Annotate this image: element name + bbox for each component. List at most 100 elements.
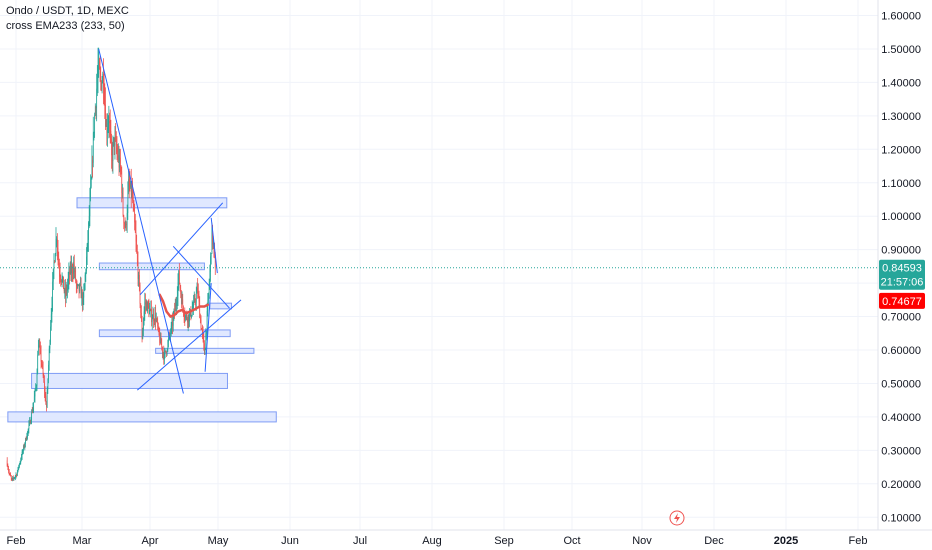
candle-body — [55, 238, 57, 254]
candle-body — [151, 319, 153, 322]
price-zone[interactable] — [98, 329, 231, 338]
candle-body — [153, 321, 155, 322]
candle-body — [7, 465, 9, 469]
candle-body — [163, 352, 165, 360]
candle-body — [53, 261, 55, 269]
candle-body — [112, 142, 114, 161]
candle-body — [8, 471, 10, 474]
candle-body — [122, 192, 124, 216]
candle-body — [92, 159, 93, 163]
candle-body — [159, 334, 161, 343]
candle-body — [54, 253, 56, 263]
trendline[interactable] — [98, 48, 184, 394]
candle-body — [43, 375, 45, 382]
candle-body — [137, 261, 139, 279]
candle-body — [180, 288, 182, 295]
candle-body — [6, 460, 8, 466]
candle-body — [50, 314, 52, 327]
candle-body — [116, 148, 118, 152]
y-tick-label: 1.60000 — [881, 11, 921, 23]
candle-body — [176, 302, 177, 306]
candle-body — [162, 346, 163, 353]
candle-body — [151, 309, 152, 322]
y-tick-label: 1.10000 — [881, 178, 921, 190]
candle-body — [76, 283, 78, 286]
x-tick-label: Mar — [73, 535, 92, 547]
candle-body — [51, 304, 53, 315]
candle-body — [14, 477, 15, 479]
candle-body — [169, 333, 171, 335]
trendline[interactable] — [136, 299, 242, 391]
candle-body — [93, 132, 95, 134]
candle-body — [127, 192, 129, 213]
trendline[interactable] — [210, 217, 218, 274]
candle-body — [132, 200, 134, 205]
candle-body — [36, 374, 38, 386]
candle-body — [39, 345, 41, 348]
candle-body — [29, 420, 30, 425]
candle-body — [48, 348, 50, 365]
candle-body — [128, 179, 129, 193]
candle-body — [124, 222, 125, 224]
price-zone[interactable] — [7, 411, 277, 423]
candle-body — [65, 288, 67, 298]
candle-body — [94, 107, 96, 116]
trendline[interactable] — [172, 245, 230, 309]
candle-body — [141, 312, 142, 322]
ema-value: 0.74677 — [882, 296, 922, 308]
price-zone[interactable] — [209, 302, 233, 310]
candle-body — [78, 284, 79, 286]
candle-body — [144, 301, 146, 312]
candle-body — [28, 424, 30, 430]
candle-body — [88, 222, 89, 240]
candle-body — [178, 270, 180, 283]
candle-body — [105, 104, 106, 127]
candle-body — [44, 381, 45, 392]
candle-body — [195, 293, 197, 303]
candle-body — [149, 310, 150, 315]
candle-body — [185, 315, 186, 318]
candle-body — [21, 451, 23, 458]
candle-body — [171, 321, 173, 326]
candle-body — [47, 379, 49, 390]
candle-body — [67, 284, 68, 291]
candle-body — [193, 301, 194, 308]
x-tick-label: 2025 — [774, 535, 798, 547]
candle-body — [101, 82, 103, 90]
candle-body — [172, 316, 174, 326]
y-tick-label: 0.70000 — [881, 312, 921, 324]
candle-body — [115, 138, 117, 149]
candle-body — [90, 186, 91, 199]
candle-body — [136, 251, 138, 262]
candle-body — [77, 284, 79, 286]
candle-body — [69, 271, 70, 274]
candle-body — [164, 350, 166, 353]
candle-body — [214, 254, 216, 268]
candle-body — [37, 354, 39, 375]
candle-body — [75, 270, 76, 282]
price-zone[interactable] — [31, 372, 228, 389]
candle-body — [190, 309, 192, 318]
candle-body — [172, 321, 173, 326]
candle-body — [82, 292, 83, 305]
candle-body — [65, 287, 66, 298]
y-tick-label: 1.30000 — [881, 111, 921, 123]
candle-body — [80, 283, 82, 299]
candle-body — [166, 351, 167, 353]
candle-body — [202, 332, 204, 337]
y-tick-label: 0.90000 — [881, 245, 921, 257]
trendline[interactable] — [204, 283, 212, 372]
candle-body — [26, 437, 28, 441]
event-flag-icon[interactable] — [669, 510, 685, 526]
candle-body — [174, 310, 175, 312]
price-zone[interactable] — [76, 197, 228, 209]
candle-body — [31, 411, 32, 421]
candle-body — [107, 123, 109, 128]
candle-body — [157, 320, 159, 327]
candle-body — [188, 314, 190, 322]
candle-body — [145, 301, 146, 305]
candle-body — [187, 318, 188, 323]
candle-body — [34, 389, 36, 397]
trendline[interactable] — [139, 202, 224, 296]
